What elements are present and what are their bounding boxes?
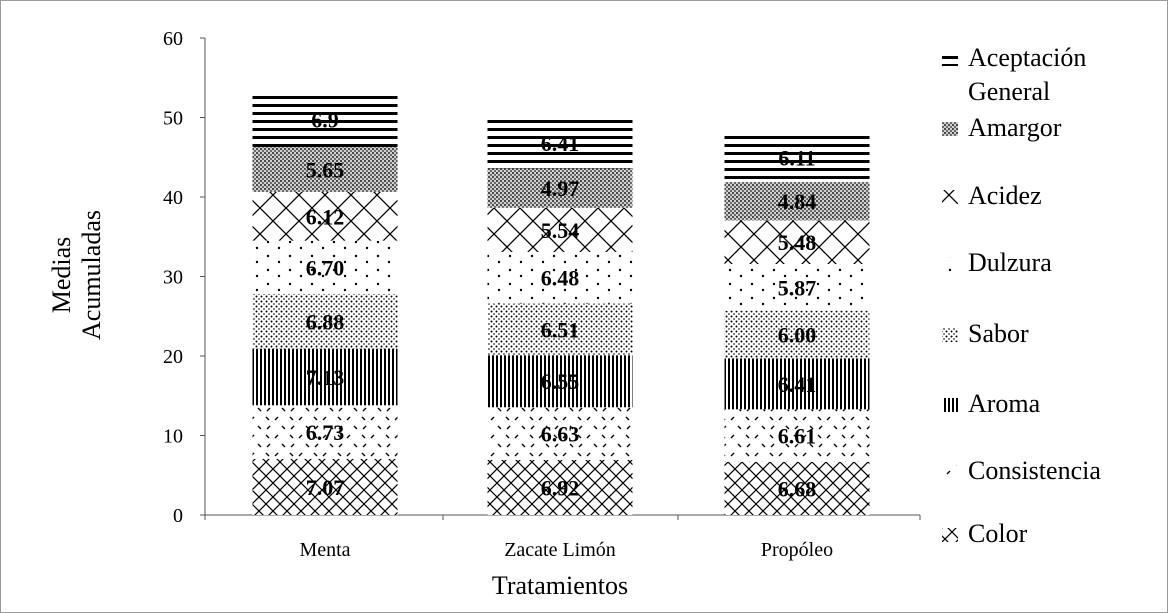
data-label: 5.65 — [306, 158, 345, 183]
data-label: 6.9 — [311, 108, 339, 133]
data-label: 7.07 — [306, 475, 345, 500]
data-label: 6.61 — [778, 424, 817, 449]
data-label: 7.13 — [306, 365, 345, 390]
bar-segment — [724, 264, 870, 311]
legend-label: Amargor — [968, 113, 1062, 142]
data-label: 4.97 — [541, 176, 580, 201]
data-label: 6.73 — [306, 420, 345, 445]
x-axis-title: Tratamientos — [492, 571, 628, 600]
data-label: 6.88 — [306, 309, 345, 334]
x-tick-labels: Menta Zacate Limón Propóleo — [299, 539, 833, 561]
legend-swatch — [942, 257, 958, 271]
legend: Aceptación General Amargor Acidez Dulzura Sab… — [942, 43, 1101, 548]
bar-segment — [487, 168, 633, 208]
bar-segment — [252, 240, 398, 294]
y-tick-labels: 0 10 20 30 40 50 60 — [163, 28, 183, 527]
data-label: 6.41 — [541, 131, 580, 156]
legend-label: Acidez — [968, 181, 1042, 210]
bar-segment — [487, 207, 633, 252]
data-label: 6.41 — [778, 372, 817, 397]
legend-swatch — [942, 528, 958, 542]
legend-swatch — [942, 328, 958, 342]
bar-segment — [724, 358, 870, 410]
y-tick-label: 10 — [163, 426, 183, 448]
bar-segment — [252, 92, 398, 148]
y-tick-label: 40 — [163, 187, 183, 209]
legend-label: Sabor — [968, 319, 1029, 348]
legend-label: Aroma — [968, 389, 1041, 418]
x-tick-label: Menta — [299, 539, 350, 561]
bar-segment — [252, 293, 398, 349]
data-label: 6.12 — [306, 204, 345, 229]
bar-segment — [724, 310, 870, 359]
bar-segment — [487, 407, 633, 460]
y-tick-label: 20 — [163, 346, 183, 368]
data-label: 6.51 — [541, 317, 580, 342]
legend-swatch — [942, 190, 958, 204]
legend-label: Aceptación — [968, 43, 1086, 72]
y-tick-label: 30 — [163, 267, 183, 289]
legend-label: General — [968, 77, 1050, 106]
data-label: 6.48 — [541, 266, 580, 291]
bar-segment — [252, 405, 398, 459]
bar-segment — [252, 147, 398, 192]
bar-segment — [724, 409, 870, 462]
bar-segment — [487, 303, 633, 356]
legend-swatch — [942, 465, 958, 479]
y-axis-title-line: Medias — [47, 237, 76, 314]
y-axis-title-line: Acumuladas — [77, 210, 106, 340]
bar-segment — [252, 191, 398, 241]
legend-swatch — [942, 52, 958, 66]
x-tick-label: Propóleo — [761, 539, 833, 561]
bar-segment — [724, 461, 870, 515]
data-label: 6.70 — [306, 255, 345, 280]
y-tick-label: 50 — [163, 108, 183, 130]
legend-label: Consistencia — [968, 456, 1101, 485]
data-label: 6.68 — [778, 476, 817, 501]
data-label: 6.55 — [541, 369, 580, 394]
legend-swatch — [942, 122, 958, 136]
data-label: 5.87 — [778, 275, 817, 300]
data-labels: 7.07 6.73 7.13 6.88 6.70 6.12 5.65 6.9 6.92 6.63 6… — [306, 108, 817, 502]
bar-segment — [487, 251, 633, 304]
y-tick-label: 0 — [173, 505, 183, 527]
data-label: 4.84 — [778, 189, 817, 214]
bar-segment — [487, 355, 633, 408]
y-tick-label: 60 — [163, 28, 183, 50]
bar-segment — [487, 459, 633, 515]
bar-segment — [252, 348, 398, 406]
data-label: 5.48 — [778, 230, 817, 255]
bar-segment — [724, 220, 870, 265]
x-tick-label: Zacate Limón — [504, 539, 616, 561]
bar-segment — [487, 117, 633, 169]
data-label: 6.11 — [778, 146, 815, 171]
legend-swatch — [942, 398, 958, 412]
bar-segment — [252, 458, 398, 515]
data-label: 6.63 — [541, 422, 580, 447]
data-label: 6.92 — [541, 475, 580, 500]
data-label: 6.00 — [778, 323, 817, 348]
y-axis-title: Medias Acumuladas — [47, 210, 106, 340]
bar-segment — [724, 181, 870, 221]
bar-segment — [724, 133, 870, 182]
data-label: 5.54 — [541, 218, 580, 243]
legend-label: Dulzura — [968, 248, 1052, 277]
bars — [252, 92, 870, 515]
legend-label: Color — [968, 519, 1028, 548]
